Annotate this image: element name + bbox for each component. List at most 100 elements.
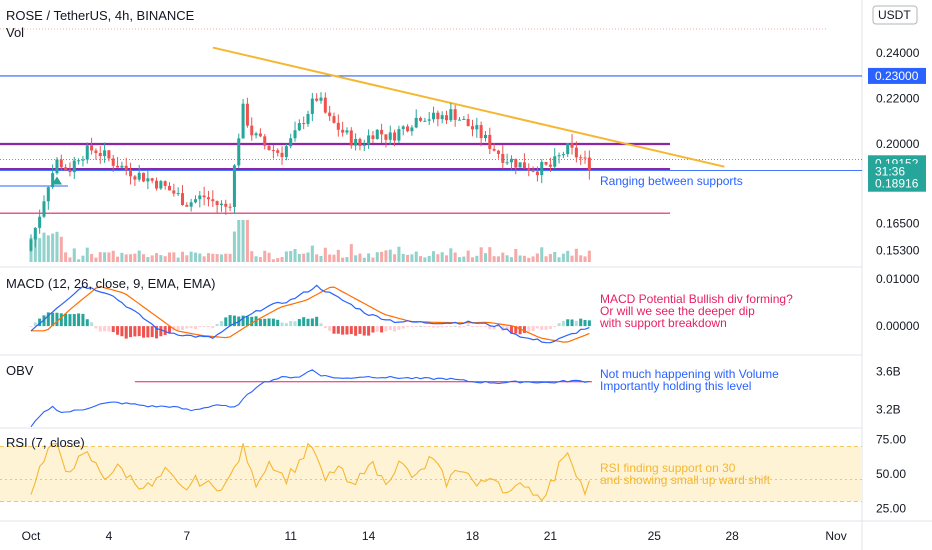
candle-body	[241, 103, 245, 139]
candle-body	[193, 199, 197, 203]
candle-body	[163, 181, 167, 186]
price-badge-label: 0.23000	[875, 69, 919, 83]
currency-button[interactable]: USDT	[872, 5, 918, 25]
volume-bar	[388, 249, 392, 262]
volume-bar	[146, 257, 150, 262]
macd-histogram-bar	[388, 326, 392, 331]
candle-body	[453, 109, 457, 120]
volume-bar	[185, 255, 189, 262]
volume-bar	[570, 255, 574, 262]
volume-bar	[488, 247, 492, 262]
descending-trendline	[212, 46, 725, 168]
volume-bar	[51, 233, 55, 262]
macd-histogram-bar	[496, 326, 500, 328]
price-badge: 0.18916	[868, 175, 926, 192]
candle-body	[276, 150, 280, 153]
candle-body	[306, 113, 310, 124]
candle-body	[345, 130, 349, 133]
macd-histogram-bar	[475, 326, 479, 328]
time-tick-label: Nov	[825, 529, 846, 543]
macd-histogram-bar	[185, 326, 189, 329]
macd-histogram-bar	[462, 326, 466, 328]
volume-bar	[436, 254, 440, 262]
macd-annotation-line-3: with support breakdown	[599, 316, 727, 330]
candlestick-series	[29, 92, 591, 252]
candle-body	[142, 172, 146, 182]
candle-body	[414, 117, 418, 128]
macd-histogram-bar	[406, 326, 410, 328]
rsi-tick-label: 75.00	[876, 433, 906, 447]
macd-histogram-bar	[180, 326, 185, 331]
candle-body	[574, 147, 578, 158]
volume-bar	[150, 255, 154, 262]
volume-bar	[116, 256, 120, 262]
candle-body	[81, 159, 85, 161]
candle-body	[211, 199, 215, 202]
volume-bar	[393, 254, 397, 262]
candle-body	[124, 165, 128, 170]
macd-histogram-bar	[440, 326, 444, 328]
macd-histogram-bar	[414, 326, 418, 328]
volume-bar	[284, 251, 288, 262]
macd-histogram-bar	[436, 326, 440, 328]
volume-bar	[561, 253, 565, 262]
macd-histogram-bar	[548, 326, 552, 329]
indicator-series	[0, 284, 862, 502]
candle-body	[59, 159, 63, 168]
macd-histogram-bar	[423, 326, 427, 328]
macd-histogram-bar	[518, 326, 522, 335]
volume-bar	[501, 252, 505, 262]
rsi-tick-label: 50.00	[876, 467, 906, 481]
macd-histogram-bar	[111, 326, 115, 333]
macd-tick-label: 0.01000	[876, 272, 920, 286]
candle-body	[297, 123, 301, 131]
candle-body	[289, 138, 293, 147]
volume-bar	[483, 253, 487, 262]
candle-body	[51, 173, 55, 188]
candle-body	[77, 160, 81, 162]
time-axis[interactable]: Oct 4 7 11 14 18 21 25 28 Nov	[22, 529, 847, 543]
candle-body	[406, 126, 410, 132]
candle-body	[362, 144, 366, 146]
candle-body	[483, 134, 487, 139]
buy-marker-icon	[51, 176, 62, 185]
macd-histogram-bar	[483, 326, 487, 328]
time-tick-label: 25	[648, 529, 662, 543]
volume-bar	[427, 255, 431, 262]
candle-body	[172, 190, 176, 194]
volume-bar	[90, 253, 94, 262]
volume-bar	[129, 254, 133, 262]
macd-histogram-bar	[146, 326, 150, 338]
macd-histogram-bar	[341, 326, 345, 335]
volume-bar	[219, 254, 223, 262]
macd-histogram-bar	[120, 326, 124, 337]
candle-body	[129, 169, 133, 177]
macd-histogram-bar	[55, 312, 59, 327]
volume-bar	[111, 250, 115, 262]
volume-bar	[362, 257, 366, 262]
volume-bar	[540, 247, 544, 262]
volume-bar	[293, 249, 297, 262]
volume-bar	[55, 231, 59, 262]
rsi-line	[30, 442, 590, 502]
candle-body	[457, 119, 462, 121]
candle-body	[55, 159, 59, 174]
candle-body	[583, 157, 587, 159]
price-axis[interactable]: 0.24000 0.22000 0.20000 0.16500 0.15300 0.230…	[868, 46, 926, 515]
volume-bar	[142, 254, 146, 262]
candle-body	[388, 132, 392, 140]
macd-histogram-bar	[557, 323, 561, 327]
volume-bar	[267, 252, 271, 262]
volume-bar	[587, 250, 591, 262]
macd-histogram-bar	[505, 326, 509, 331]
price-tick-label: 0.15300	[876, 244, 920, 258]
macd-histogram-bar	[267, 318, 271, 327]
candle-body	[445, 115, 449, 121]
volume-bar	[583, 256, 587, 262]
candle-body	[561, 154, 565, 156]
candle-body	[371, 135, 375, 139]
macd-histogram-bar	[579, 318, 583, 327]
macd-histogram-bar	[367, 326, 371, 336]
